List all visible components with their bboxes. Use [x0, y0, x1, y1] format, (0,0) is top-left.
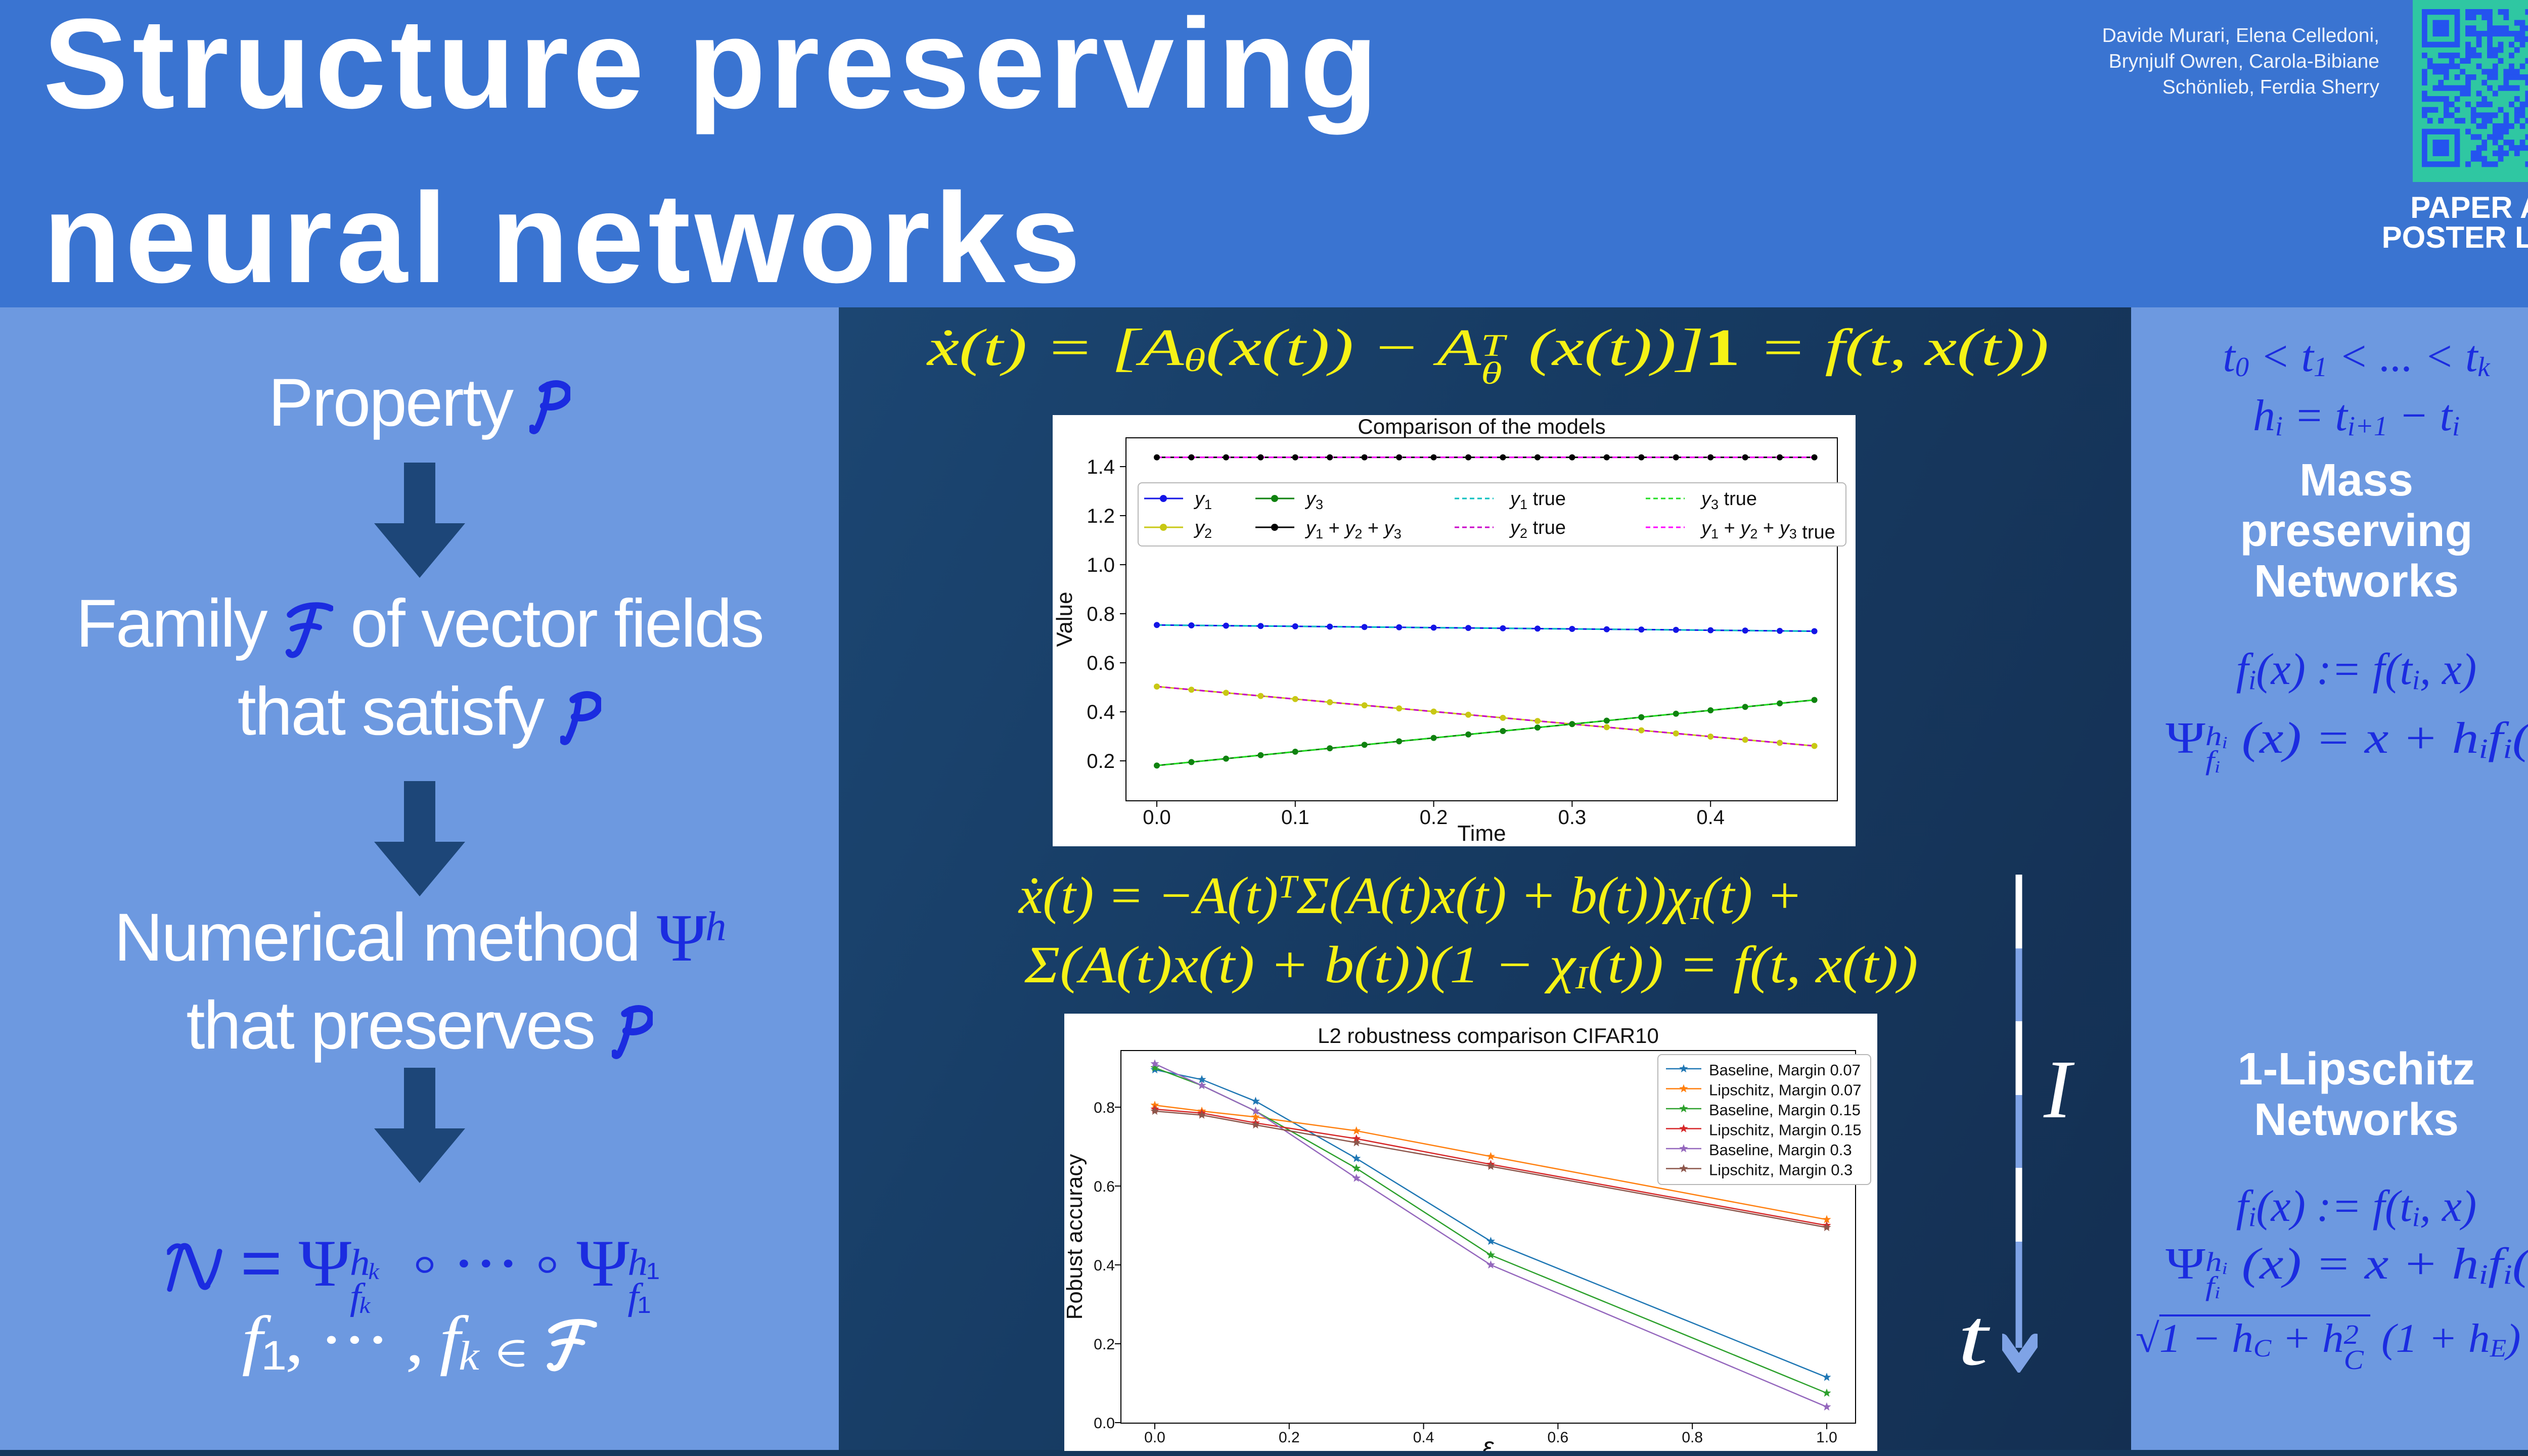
svg-text:0.4: 0.4 — [1087, 701, 1115, 723]
svg-text:y1: y1 — [1193, 488, 1212, 512]
svg-text:1.0: 1.0 — [1087, 554, 1115, 576]
svg-text:0.8: 0.8 — [1094, 1100, 1115, 1116]
svg-text:0.0: 0.0 — [1094, 1415, 1115, 1432]
svg-text:y2: y2 — [1193, 517, 1212, 541]
svg-text:0.8: 0.8 — [1682, 1429, 1703, 1446]
svg-text:L2 robustness comparison CIFAR: L2 robustness comparison CIFAR10 — [1318, 1024, 1659, 1048]
svg-text:y1 + y2 + y3: y1 + y2 + y3 — [1304, 518, 1402, 541]
svg-text:0.3: 0.3 — [1558, 806, 1587, 829]
svg-text:0.4: 0.4 — [1413, 1429, 1434, 1446]
svg-text:0.2: 0.2 — [1087, 750, 1115, 772]
svg-text:0.2: 0.2 — [1279, 1429, 1300, 1446]
svg-text:0.4: 0.4 — [1094, 1257, 1115, 1274]
svg-text:0.4: 0.4 — [1696, 806, 1725, 829]
svg-text:Time: Time — [1457, 821, 1506, 846]
svg-text:0.6: 0.6 — [1087, 652, 1115, 674]
svg-text:y3 true: y3 true — [1700, 488, 1757, 512]
svg-text:0.1: 0.1 — [1281, 806, 1310, 829]
svg-text:Lipschitz, Margin 0.15: Lipschitz, Margin 0.15 — [1709, 1121, 1862, 1139]
svg-text:1.4: 1.4 — [1087, 456, 1115, 478]
svg-text:ε: ε — [1483, 1432, 1495, 1451]
svg-text:0.0: 0.0 — [1143, 806, 1171, 829]
svg-text:0.2: 0.2 — [1420, 806, 1448, 829]
svg-text:1.2: 1.2 — [1087, 505, 1115, 527]
svg-text:Lipschitz, Margin 0.3: Lipschitz, Margin 0.3 — [1709, 1161, 1853, 1179]
svg-text:0.8: 0.8 — [1087, 603, 1115, 625]
svg-text:y3: y3 — [1304, 488, 1323, 512]
svg-text:Comparison of the models: Comparison of the models — [1358, 415, 1605, 438]
svg-text:1.0: 1.0 — [1816, 1429, 1837, 1446]
svg-text:y2 true: y2 true — [1509, 517, 1566, 541]
svg-text:Robust accuracy: Robust accuracy — [1064, 1154, 1087, 1320]
svg-text:y1 + y2 + y3 true: y1 + y2 + y3 true — [1700, 518, 1835, 543]
svg-text:Baseline, Margin 0.07: Baseline, Margin 0.07 — [1709, 1061, 1861, 1079]
svg-text:Lipschitz, Margin 0.07: Lipschitz, Margin 0.07 — [1709, 1081, 1862, 1099]
svg-text:0.6: 0.6 — [1094, 1178, 1115, 1195]
svg-text:y1 true: y1 true — [1509, 488, 1566, 512]
svg-text:Baseline, Margin 0.3: Baseline, Margin 0.3 — [1709, 1141, 1852, 1159]
svg-text:Baseline, Margin 0.15: Baseline, Margin 0.15 — [1709, 1101, 1861, 1119]
svg-text:0.6: 0.6 — [1548, 1429, 1569, 1446]
svg-text:Value: Value — [1053, 592, 1077, 647]
svg-text:0.0: 0.0 — [1144, 1429, 1165, 1446]
svg-text:0.2: 0.2 — [1094, 1336, 1115, 1353]
